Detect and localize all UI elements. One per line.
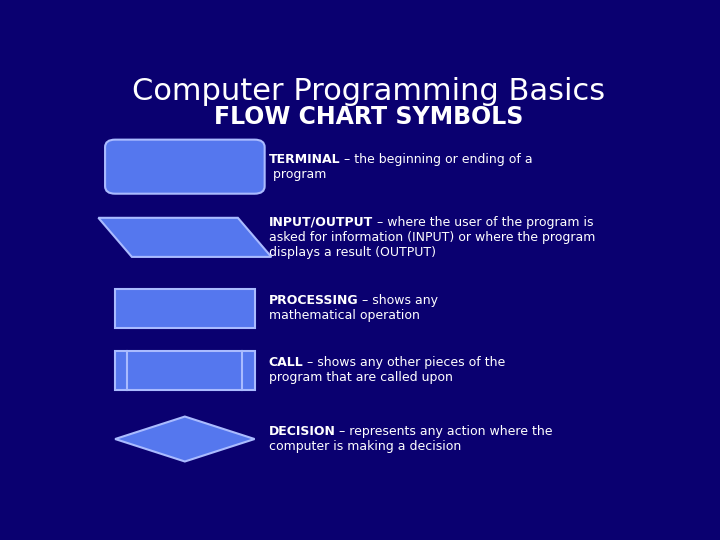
Text: – shows any: – shows any — [358, 294, 438, 307]
Text: asked for information (INPUT) or where the program: asked for information (INPUT) or where t… — [269, 231, 595, 244]
Text: FLOW CHART SYMBOLS: FLOW CHART SYMBOLS — [215, 105, 523, 129]
Text: computer is making a decision: computer is making a decision — [269, 440, 461, 453]
Text: program that are called upon: program that are called upon — [269, 372, 452, 384]
Bar — [115, 351, 255, 390]
Polygon shape — [99, 218, 271, 257]
Text: CALL: CALL — [269, 356, 303, 369]
Text: – where the user of the program is: – where the user of the program is — [373, 216, 593, 229]
Text: PROCESSING: PROCESSING — [269, 294, 358, 307]
Text: – represents any action where the: – represents any action where the — [336, 425, 553, 438]
FancyBboxPatch shape — [105, 140, 265, 194]
Bar — [115, 288, 255, 328]
Text: – shows any other pieces of the: – shows any other pieces of the — [303, 356, 505, 369]
Text: INPUT/OUTPUT: INPUT/OUTPUT — [269, 216, 373, 229]
Text: – the beginning or ending of a: – the beginning or ending of a — [340, 153, 533, 166]
Polygon shape — [115, 416, 255, 462]
Text: program: program — [269, 167, 326, 181]
Text: Computer Programming Basics: Computer Programming Basics — [132, 77, 606, 106]
Text: TERMINAL: TERMINAL — [269, 153, 340, 166]
Text: mathematical operation: mathematical operation — [269, 309, 420, 322]
Text: displays a result (OUTPUT): displays a result (OUTPUT) — [269, 246, 436, 259]
Text: DECISION: DECISION — [269, 425, 336, 438]
